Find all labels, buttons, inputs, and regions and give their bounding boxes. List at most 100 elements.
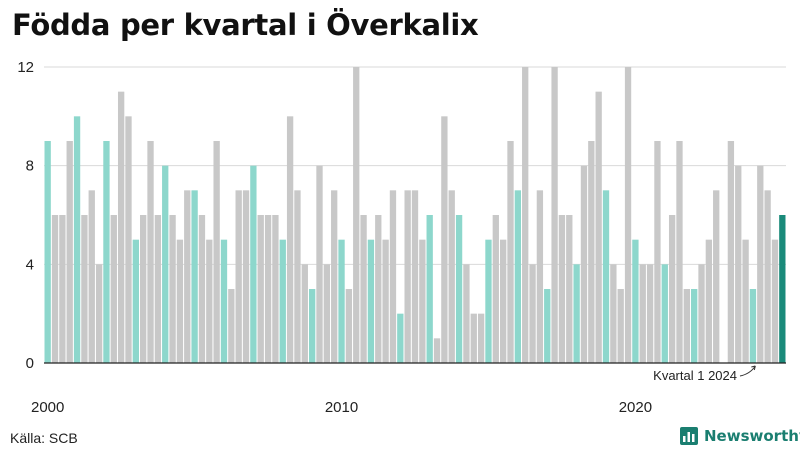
bar: [331, 190, 338, 363]
x-tick-label: 2010: [325, 399, 358, 416]
bar: [353, 67, 360, 363]
bar: [73, 116, 81, 363]
bar: [551, 67, 558, 363]
bar: [617, 289, 624, 363]
bar: [81, 215, 88, 363]
bar: [448, 190, 455, 363]
bar: [169, 215, 176, 363]
bar: [117, 91, 125, 364]
y-tick-label: 0: [26, 355, 34, 372]
bar: [301, 264, 308, 363]
bar: [727, 141, 735, 363]
y-tick-label: 8: [26, 158, 34, 175]
bar: [404, 190, 411, 363]
bar: [661, 264, 668, 363]
bar: [764, 190, 771, 363]
y-tick-label: 12: [17, 59, 34, 76]
bar: [522, 67, 529, 363]
x-tick-label: 2020: [619, 399, 652, 416]
bar: [308, 289, 316, 363]
bar: [595, 91, 602, 364]
bar: [419, 239, 426, 363]
bar: [646, 264, 654, 363]
bar: [198, 215, 206, 363]
bar: [632, 239, 639, 363]
bar: [345, 289, 353, 363]
brand-name: Newsworthy: [704, 427, 800, 445]
bar: [360, 215, 367, 363]
bar: [492, 215, 499, 363]
chart-title: Födda per kvartal i Överkalix: [12, 8, 479, 42]
y-tick-label: 4: [26, 256, 34, 273]
bar: [103, 141, 110, 363]
bar: [316, 165, 323, 363]
source-note: Källa: SCB: [10, 430, 78, 446]
bar: [529, 264, 536, 363]
bar: [500, 239, 507, 363]
bar: [147, 141, 154, 363]
bar: [735, 165, 742, 363]
bar: [125, 116, 132, 363]
bar: [264, 215, 272, 363]
bar: [749, 289, 757, 363]
bar: [463, 264, 470, 363]
bar: [323, 264, 330, 363]
bar: [668, 215, 676, 363]
x-tick-label: 2000: [31, 399, 64, 416]
annotation-arrowhead: [751, 365, 756, 371]
bar: [514, 190, 522, 363]
bar: [713, 190, 720, 363]
bar: [610, 264, 617, 363]
bar: [59, 215, 66, 363]
bar: [544, 289, 551, 363]
bar: [66, 141, 73, 363]
brand-logo: Newsworthy: [680, 427, 800, 445]
bar: [88, 190, 95, 363]
bar: [367, 239, 375, 363]
bar: [132, 239, 139, 363]
bar: [220, 239, 228, 363]
bar: [639, 264, 646, 363]
bar: [580, 165, 588, 363]
bar: [286, 116, 294, 363]
bar: [470, 313, 477, 363]
bar: [485, 239, 492, 363]
bar: [771, 239, 779, 363]
bar: [602, 190, 610, 363]
bar: [624, 67, 632, 363]
bar: [272, 215, 279, 363]
bar: [44, 141, 51, 363]
bar: [742, 239, 749, 363]
bar: [294, 190, 301, 363]
bar: [477, 313, 485, 363]
bar: [382, 239, 389, 363]
bar: [213, 141, 220, 363]
bar: [705, 239, 713, 363]
bar: [250, 165, 257, 363]
bar: [566, 215, 573, 363]
bar: [110, 215, 117, 363]
bar: [235, 190, 242, 363]
bar: [683, 289, 690, 363]
bar: [257, 215, 264, 363]
bar: [455, 215, 463, 363]
bar: [184, 190, 191, 363]
bar: [691, 289, 698, 363]
annotation-arrow: [739, 365, 756, 377]
bar: [588, 141, 595, 363]
bar: [162, 165, 169, 363]
bar: [191, 190, 198, 363]
bar: [338, 239, 345, 363]
bar: [507, 141, 514, 363]
bar: [558, 215, 566, 363]
bar: [140, 215, 147, 363]
bar: [228, 289, 235, 363]
bar: [573, 264, 580, 363]
bar: [375, 215, 382, 363]
bar: [206, 239, 213, 363]
bar: [95, 264, 103, 363]
bar: [441, 116, 448, 363]
bar: [411, 190, 419, 363]
bar: [433, 338, 441, 363]
